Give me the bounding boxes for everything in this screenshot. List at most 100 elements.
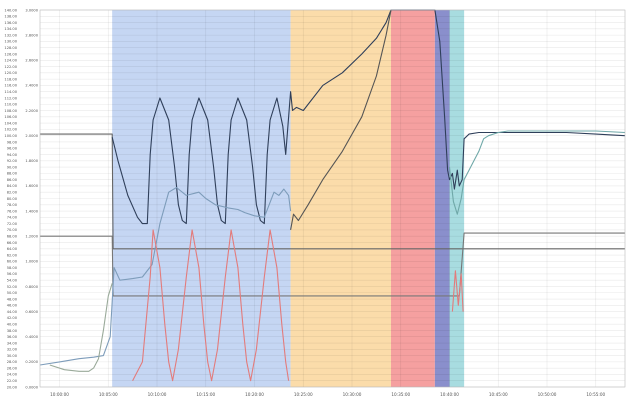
left-axis-tick-label: 40.00 bbox=[7, 322, 18, 326]
right-axis-tick-label: 1.6000 bbox=[25, 184, 38, 188]
left-axis-tick-label: 118.00 bbox=[4, 77, 17, 81]
series-line-2 bbox=[111, 9, 626, 225]
x-axis-tick-label: 10:50:00 bbox=[538, 392, 557, 397]
left-axis-tick-label: 110.00 bbox=[4, 103, 17, 107]
shaded-region-1 bbox=[290, 10, 391, 387]
left-axis-tick-label: 104.00 bbox=[4, 121, 17, 125]
left-axis-tick-label: 54.00 bbox=[7, 278, 18, 282]
right-axis-tick-labels: 0.0000 0.2000 0.4000 0.6000 0.8000 1.0000 1.20… bbox=[25, 8, 38, 389]
left-axis-tick-label: 72.00 bbox=[7, 222, 18, 226]
left-axis-tick-label: 114.00 bbox=[4, 90, 17, 94]
left-axis-tick-label: 140.00 bbox=[4, 8, 17, 12]
series-line-3 bbox=[39, 186, 292, 366]
left-axis-tick-label: 86.00 bbox=[7, 178, 18, 182]
left-axis-tick-label: 120.00 bbox=[4, 71, 17, 75]
left-axis-tick-label: 32.00 bbox=[7, 348, 18, 352]
plot-frame bbox=[39, 9, 626, 388]
x-axis-tick-label: 10:25:00 bbox=[294, 392, 313, 397]
left-axis-tick-label: 98.00 bbox=[7, 140, 18, 144]
left-axis-tick-label: 58.00 bbox=[7, 266, 18, 270]
right-axis-tick-label: 1.4000 bbox=[25, 209, 38, 213]
series-line-6 bbox=[49, 283, 113, 372]
left-axis-tick-label: 74.00 bbox=[7, 216, 18, 220]
right-axis-tick-label: 2.6000 bbox=[25, 59, 38, 63]
left-axis-tick-label: 92.00 bbox=[7, 159, 18, 163]
left-axis-tick-label: 78.00 bbox=[7, 203, 18, 207]
left-axis-tick-label: 70.00 bbox=[7, 228, 18, 232]
left-axis-tick-label: 66.00 bbox=[7, 241, 18, 245]
left-axis-tick-label: 30.00 bbox=[7, 354, 18, 358]
right-axis-tick-label: 1.8000 bbox=[25, 159, 38, 163]
left-axis-tick-label: 64.00 bbox=[7, 247, 18, 251]
right-axis-tick-label: 0.0000 bbox=[25, 385, 38, 389]
series-line-0 bbox=[40, 133, 625, 250]
left-axis-tick-label: 134.00 bbox=[4, 27, 17, 31]
left-axis-tick-label: 62.00 bbox=[7, 253, 18, 257]
left-axis-tick-label: 90.00 bbox=[7, 165, 18, 169]
left-axis-tick-label: 124.00 bbox=[4, 59, 17, 63]
left-axis-tick-label: 44.00 bbox=[7, 310, 18, 314]
left-axis-tick-label: 56.00 bbox=[7, 272, 18, 276]
left-axis-tick-label: 80.00 bbox=[7, 197, 18, 201]
shaded-region-2 bbox=[391, 10, 435, 387]
left-axis-tick-label: 46.00 bbox=[7, 304, 18, 308]
series-line-8 bbox=[451, 270, 464, 312]
left-axis-tick-label: 48.00 bbox=[7, 297, 18, 301]
shaded-region-0 bbox=[112, 10, 291, 387]
left-axis-tick-label: 100.00 bbox=[4, 134, 17, 138]
left-axis-tick-label: 76.00 bbox=[7, 209, 18, 213]
right-axis-tick-label: 2.2000 bbox=[25, 109, 38, 113]
series-line-4 bbox=[290, 9, 392, 230]
x-axis-tick-label: 10:05:00 bbox=[99, 392, 118, 397]
left-axis-tick-label: 22.00 bbox=[7, 379, 18, 383]
left-axis-tick-label: 84.00 bbox=[7, 184, 18, 188]
left-axis-tick-label: 138.00 bbox=[4, 15, 17, 19]
left-axis-tick-label: 96.00 bbox=[7, 147, 18, 151]
left-axis-tick-label: 68.00 bbox=[7, 235, 18, 239]
left-axis-tick-label: 34.00 bbox=[7, 341, 18, 345]
series-line-7 bbox=[132, 229, 290, 382]
left-axis-tick-label: 82.00 bbox=[7, 191, 18, 195]
left-axis-tick-label: 50.00 bbox=[7, 291, 18, 295]
left-axis-tick-label: 24.00 bbox=[7, 373, 18, 377]
x-axis-tick-label: 10:15:00 bbox=[196, 392, 215, 397]
left-axis-tick-label: 136.00 bbox=[4, 21, 17, 25]
right-axis-tick-label: 0.6000 bbox=[25, 310, 38, 314]
right-axis-tick-label: 2.8000 bbox=[25, 33, 38, 37]
left-axis-tick-label: 112.00 bbox=[4, 96, 17, 100]
x-axis-tick-label: 10:40:00 bbox=[440, 392, 459, 397]
left-axis-tick-label: 52.00 bbox=[7, 285, 18, 289]
left-axis-tick-label: 28.00 bbox=[7, 360, 18, 364]
shaded-region-3 bbox=[434, 10, 450, 387]
left-axis-tick-label: 128.00 bbox=[4, 46, 17, 50]
left-axis-tick-label: 102.00 bbox=[4, 128, 17, 132]
series-line-5 bbox=[448, 130, 626, 215]
right-axis-tick-label: 1.0000 bbox=[25, 260, 38, 264]
left-axis-tick-label: 130.00 bbox=[4, 40, 17, 44]
left-axis-tick-label: 132.00 bbox=[4, 33, 17, 37]
x-axis-tick-label: 10:35:00 bbox=[391, 392, 410, 397]
series-line-1 bbox=[40, 232, 625, 297]
left-axis-tick-label: 42.00 bbox=[7, 316, 18, 320]
right-axis-tick-label: 0.8000 bbox=[25, 285, 38, 289]
left-axis-tick-label: 60.00 bbox=[7, 260, 18, 264]
x-axis-tick-label: 10:45:00 bbox=[489, 392, 508, 397]
right-axis-tick-label: 2.4000 bbox=[25, 84, 38, 88]
left-axis-tick-labels: 20.00 22.00 24.00 26.00 28.00 30.00 32.00 34.00… bbox=[4, 8, 17, 389]
left-axis-tick-label: 20.00 bbox=[7, 385, 18, 389]
left-axis-tick-label: 108.00 bbox=[4, 109, 17, 113]
x-axis-tick-label: 10:30:00 bbox=[343, 392, 362, 397]
right-axis-tick-label: 1.2000 bbox=[25, 235, 38, 239]
right-axis-tick-label: 3.0000 bbox=[25, 8, 38, 12]
gridlines bbox=[40, 9, 625, 388]
left-axis-tick-label: 38.00 bbox=[7, 329, 18, 333]
left-axis-tick-label: 122.00 bbox=[4, 65, 17, 69]
x-axis-tick-label: 10:20:00 bbox=[245, 392, 264, 397]
x-axis-tick-label: 10:55:00 bbox=[586, 392, 605, 397]
right-axis-tick-label: 2.0000 bbox=[25, 134, 38, 138]
left-axis-tick-label: 106.00 bbox=[4, 115, 17, 119]
series-lines bbox=[39, 9, 626, 382]
left-axis-tick-label: 26.00 bbox=[7, 366, 18, 370]
